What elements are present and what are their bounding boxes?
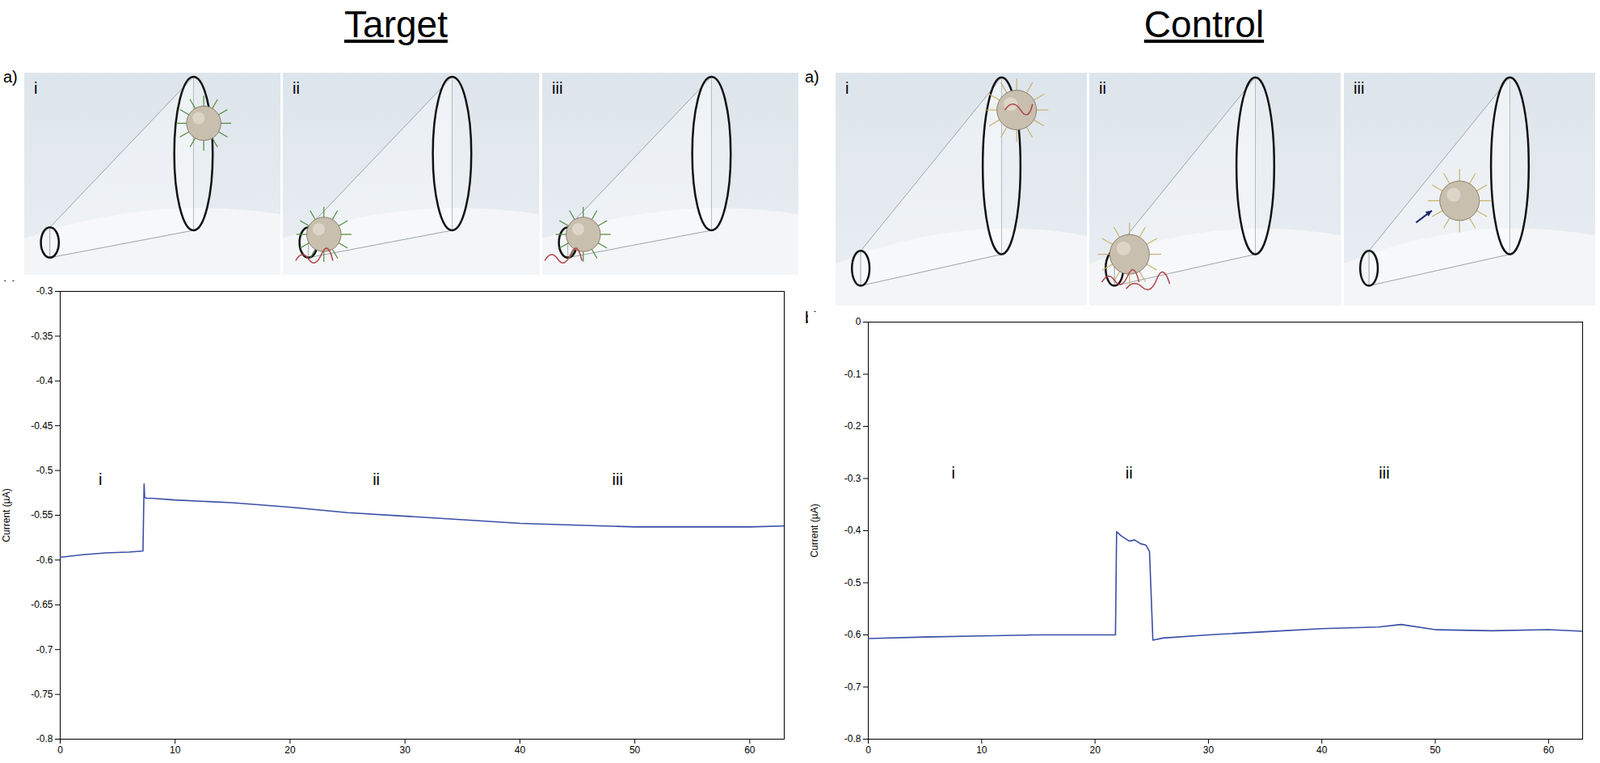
svg-text:-0.5: -0.5 <box>844 576 862 589</box>
svg-text:Current (µA): Current (µA) <box>0 488 13 542</box>
svg-text:i: i <box>98 470 102 489</box>
svg-text:Current (µA): Current (µA) <box>808 503 821 557</box>
svg-text:-0.35: -0.35 <box>30 330 54 342</box>
svg-text:-0.65: -0.65 <box>30 598 54 611</box>
svg-text:40: 40 <box>514 744 527 756</box>
html-text:Control: Control <box>1144 3 1264 46</box>
svg-text:50: 50 <box>1429 744 1441 756</box>
svg-text:60: 60 <box>1543 744 1555 756</box>
svg-text:i: i <box>33 79 38 97</box>
svg-text:ii: ii <box>372 470 380 489</box>
svg-text:50: 50 <box>629 744 641 756</box>
svg-text:-0.7: -0.7 <box>844 681 862 693</box>
svg-text:-0.1: -0.1 <box>844 368 862 380</box>
svg-text:iii: iii <box>1378 463 1390 482</box>
html-text:b): b) <box>804 308 820 327</box>
svg-text:-0.8: -0.8 <box>844 732 862 745</box>
svg-text:-0.55: -0.55 <box>30 509 54 521</box>
svg-text:-0.6: -0.6 <box>844 628 862 640</box>
svg-text:-0.4: -0.4 <box>844 524 862 536</box>
svg-text:-0.5: -0.5 <box>36 464 54 476</box>
svg-text:iii: iii <box>551 79 563 97</box>
svg-text:-0.6: -0.6 <box>36 554 54 566</box>
svg-text:-0.8: -0.8 <box>36 732 54 745</box>
svg-text:-0.7: -0.7 <box>36 644 54 656</box>
svg-text:-0.3: -0.3 <box>36 285 54 297</box>
svg-text:i: i <box>951 463 956 482</box>
svg-text:10: 10 <box>169 744 182 756</box>
svg-text:60: 60 <box>744 744 756 756</box>
svg-text:ii: ii <box>292 79 300 97</box>
svg-text:30: 30 <box>1203 744 1215 756</box>
svg-text:20: 20 <box>284 744 296 756</box>
svg-text:20: 20 <box>1089 744 1101 756</box>
svg-text:10: 10 <box>976 744 988 756</box>
html-text:a): a) <box>804 67 820 86</box>
svg-text:i: i <box>845 79 849 97</box>
svg-text:0: 0 <box>865 744 872 756</box>
svg-text:0: 0 <box>855 315 862 328</box>
svg-text:40: 40 <box>1316 744 1328 756</box>
html-text:a): a) <box>3 67 18 86</box>
svg-text:ii: ii <box>1125 463 1133 482</box>
svg-text:-0.4: -0.4 <box>36 374 54 387</box>
svg-text:iii: iii <box>1353 79 1365 97</box>
svg-text:iii: iii <box>612 470 624 489</box>
svg-text:-0.75: -0.75 <box>30 688 54 700</box>
svg-text:30: 30 <box>399 744 411 756</box>
svg-text:-0.3: -0.3 <box>844 472 862 485</box>
svg-text:-0.2: -0.2 <box>844 420 862 432</box>
svg-text:0: 0 <box>57 744 64 756</box>
html-text:b): b) <box>3 277 18 296</box>
svg-text:ii: ii <box>1098 79 1107 97</box>
svg-text:-0.45: -0.45 <box>30 420 54 432</box>
html-text:Target: Target <box>344 3 448 46</box>
